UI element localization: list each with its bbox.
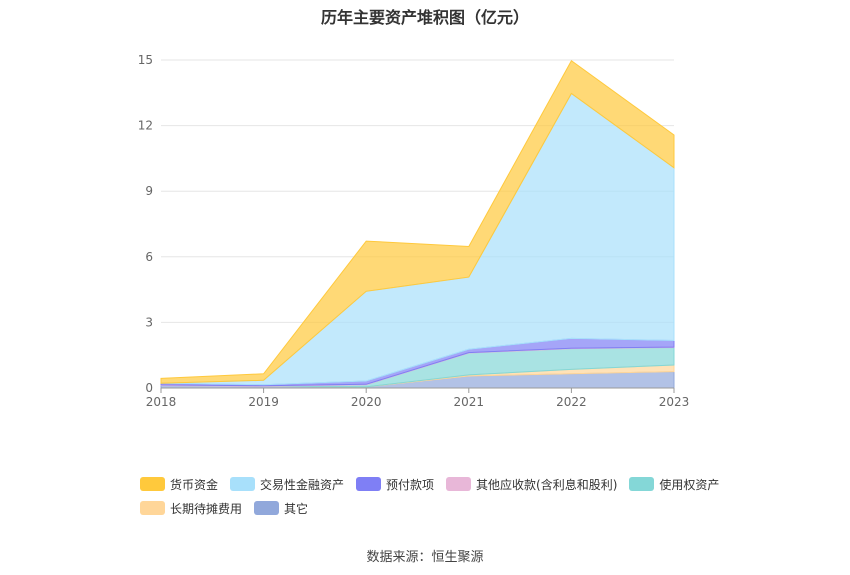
legend-item[interactable]: 使用权资产 [629, 476, 719, 493]
legend-row: 货币资金 交易性金融资产 预付款项 其他应收款(含利息和股利) 使用权资产 [140, 472, 760, 496]
chart-title: 历年主要资产堆积图（亿元） [320, 8, 529, 27]
y-tick-label: 15 [138, 53, 153, 67]
legend-swatch [446, 477, 472, 491]
legend-label: 使用权资产 [659, 477, 720, 492]
legend-label: 预付款项 [386, 477, 435, 492]
legend-label: 长期待摊费用 [170, 501, 243, 516]
legend-swatch [629, 477, 655, 491]
legend-item[interactable]: 交易性金融资产 [230, 476, 344, 493]
stacked-area-chart: 0 3 6 9 12 15 2018 2019 2020 2021 2022 2023 [138, 53, 690, 409]
legend-swatch [230, 477, 256, 491]
x-tick-label: 2019 [248, 395, 279, 409]
data-source-text: 数据来源：恒生聚源 [366, 550, 484, 565]
legend-swatch [140, 501, 165, 515]
axes: 0 3 6 9 12 15 2018 2019 2020 2021 2022 2023 [138, 53, 690, 409]
legend-label: 其他应收款(含利息和股利) [476, 477, 618, 492]
legend-item[interactable]: 货币资金 [140, 476, 218, 493]
y-tick-label: 3 [145, 315, 153, 329]
legend-item[interactable]: 其它 [254, 500, 308, 517]
legend-swatch [254, 501, 280, 515]
x-tick-label: 2022 [556, 395, 587, 409]
legend-item[interactable]: 预付款项 [356, 476, 434, 493]
x-tick-label: 2021 [454, 395, 485, 409]
plot-areas [160, 59, 675, 389]
y-tick-label: 0 [145, 381, 153, 395]
legend-row: 长期待摊费用 其它 [140, 496, 760, 520]
x-tick-label: 2023 [659, 395, 690, 409]
legend-item[interactable]: 其他应收款(含利息和股利) [446, 476, 617, 493]
x-tick-label: 2018 [146, 395, 177, 409]
legend-label: 货币资金 [170, 477, 219, 492]
legend-swatch [140, 477, 165, 491]
legend-swatch [356, 477, 382, 491]
legend-label: 其它 [284, 501, 309, 516]
y-tick-label: 12 [138, 119, 153, 133]
legend-item[interactable]: 长期待摊费用 [140, 500, 242, 517]
legend: 货币资金 交易性金融资产 预付款项 其他应收款(含利息和股利) 使用权资产长期待摊费用 其… [140, 472, 760, 520]
y-tick-label: 6 [145, 250, 153, 264]
legend-label: 交易性金融资产 [260, 477, 345, 492]
y-tick-label: 9 [145, 184, 153, 198]
x-tick-label: 2020 [351, 395, 382, 409]
area-series [160, 59, 675, 384]
